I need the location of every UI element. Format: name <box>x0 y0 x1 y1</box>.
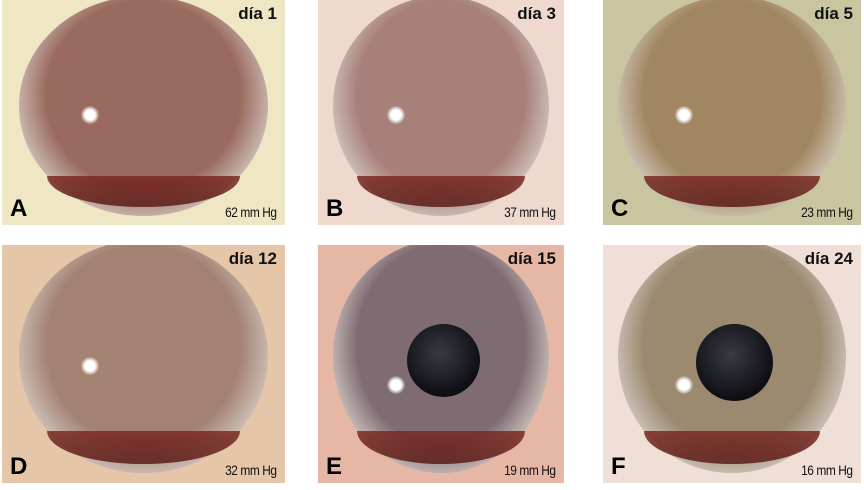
hyphema <box>357 430 525 464</box>
panel-letter: F <box>611 453 626 480</box>
day-label: día 24 <box>804 249 853 268</box>
pupil <box>406 323 481 398</box>
panel-letter: B <box>326 195 344 222</box>
eye-photo-panel-c: día 5 C 23 mm Hg <box>603 0 861 225</box>
day-label: día 12 <box>228 249 277 268</box>
hyphema <box>47 175 240 207</box>
day-label: día 5 <box>814 4 853 23</box>
eye-photo-panel-b: día 3 B 37 mm Hg <box>318 0 564 225</box>
pupil <box>695 323 774 401</box>
eye-photo-panel-e: día 15 E 19 mm Hg <box>318 245 564 483</box>
hyphema <box>357 175 525 207</box>
light-reflex <box>81 105 100 124</box>
light-reflex <box>81 356 100 375</box>
hyphema <box>644 430 820 464</box>
pressure-label: 19 mm Hg <box>504 462 557 478</box>
pressure-label: 62 mm Hg <box>225 204 278 220</box>
day-label: día 1 <box>238 4 277 23</box>
eye-photo-panel-f: día 24 F 16 mm Hg <box>603 245 861 483</box>
pressure-label: 23 mm Hg <box>801 204 854 220</box>
pressure-label: 37 mm Hg <box>504 204 557 220</box>
light-reflex <box>675 105 694 124</box>
eye-photo-panel-d: día 12 D 32 mm Hg <box>2 245 285 483</box>
eye-photo-panel-a: día 1 A 62 mm Hg <box>2 0 285 225</box>
pressure-label: 32 mm Hg <box>225 462 278 478</box>
pressure-label: 16 mm Hg <box>801 462 854 478</box>
hyphema <box>47 430 240 464</box>
hyphema <box>644 175 820 207</box>
day-label: día 3 <box>517 4 556 23</box>
light-reflex <box>386 375 405 394</box>
light-reflex <box>386 105 405 124</box>
panel-letter: C <box>611 195 629 222</box>
light-reflex <box>675 375 694 394</box>
panel-letter: A <box>10 195 28 222</box>
panel-letter: E <box>326 453 343 480</box>
day-label: día 15 <box>507 249 556 268</box>
panel-letter: D <box>10 453 28 480</box>
